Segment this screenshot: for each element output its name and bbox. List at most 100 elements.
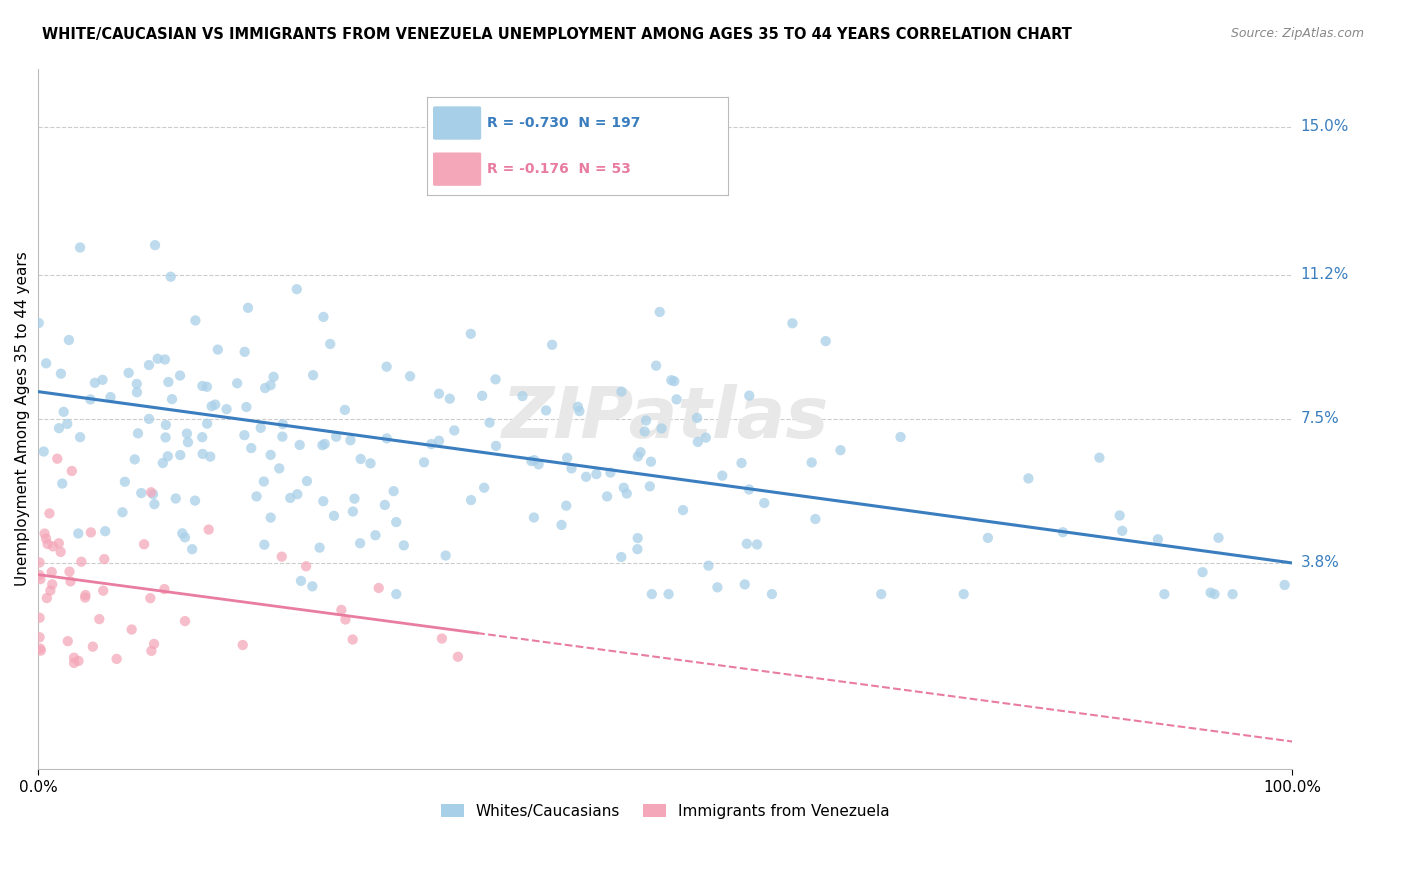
Point	[35, 591, 58, 605]
Point	[478, 416, 501, 430]
Point	[634, 413, 657, 427]
Point	[349, 536, 371, 550]
Point	[302, 368, 325, 383]
Point	[312, 310, 335, 324]
Point	[153, 352, 176, 367]
Point	[28, 556, 51, 570]
Point	[191, 379, 214, 393]
Point	[35, 356, 58, 370]
Point	[630, 445, 652, 459]
Point	[254, 381, 277, 395]
Point	[165, 491, 187, 506]
Point	[32, 444, 55, 458]
Point	[28, 611, 51, 625]
Point	[301, 579, 323, 593]
Point	[132, 537, 155, 551]
Y-axis label: Unemployment Among Ages 35 to 44 years: Unemployment Among Ages 35 to 44 years	[15, 252, 30, 586]
Point	[567, 400, 589, 414]
Point	[160, 392, 183, 406]
Point	[697, 558, 720, 573]
Point	[323, 508, 346, 523]
Point	[541, 338, 564, 352]
Point	[139, 591, 162, 606]
Point	[249, 421, 271, 435]
Text: 11.2%: 11.2%	[1301, 268, 1348, 283]
Point	[30, 643, 52, 657]
Point	[399, 369, 422, 384]
Point	[711, 468, 734, 483]
Point	[125, 376, 148, 391]
Point	[30, 641, 52, 656]
Point	[295, 559, 318, 574]
Point	[114, 475, 136, 489]
Point	[152, 456, 174, 470]
Point	[634, 425, 657, 439]
Point	[870, 587, 893, 601]
Point	[626, 542, 648, 557]
Point	[308, 541, 330, 555]
Point	[59, 574, 82, 589]
Point	[664, 374, 686, 388]
Point	[527, 458, 550, 472]
Point	[143, 637, 166, 651]
Point	[233, 344, 256, 359]
Point	[319, 337, 342, 351]
Point	[420, 437, 443, 451]
Point	[46, 451, 69, 466]
Point	[640, 455, 662, 469]
Point	[613, 481, 636, 495]
Point	[138, 412, 160, 426]
Point	[568, 404, 591, 418]
Point	[270, 549, 292, 564]
Point	[330, 603, 353, 617]
Point	[754, 496, 776, 510]
Point	[52, 405, 75, 419]
Point	[191, 430, 214, 444]
Point	[63, 650, 86, 665]
Point	[177, 435, 200, 450]
Point	[94, 524, 117, 539]
Point	[734, 577, 756, 591]
Point	[385, 587, 408, 601]
Point	[82, 640, 104, 654]
Point	[75, 591, 97, 605]
Point	[269, 461, 291, 475]
Point	[977, 531, 1000, 545]
Point	[434, 549, 457, 563]
Point	[1191, 565, 1213, 579]
Point	[63, 656, 86, 670]
Point	[484, 372, 506, 386]
Point	[195, 417, 218, 431]
Point	[155, 430, 177, 444]
Point	[314, 437, 336, 451]
Point	[69, 430, 91, 444]
Point	[534, 403, 557, 417]
Point	[41, 577, 63, 591]
Point	[174, 530, 197, 544]
Point	[58, 565, 80, 579]
Point	[143, 238, 166, 252]
Point	[1052, 525, 1074, 540]
Point	[93, 552, 115, 566]
Point	[42, 540, 65, 554]
Point	[288, 438, 311, 452]
Point	[585, 467, 607, 482]
Point	[374, 498, 396, 512]
Point	[295, 474, 318, 488]
Point	[67, 654, 90, 668]
Point	[70, 555, 93, 569]
Point	[67, 526, 90, 541]
Point	[60, 464, 83, 478]
Point	[271, 417, 294, 432]
Point	[1111, 524, 1133, 538]
Point	[169, 448, 191, 462]
Point	[523, 510, 546, 524]
Point	[638, 479, 661, 493]
Point	[278, 491, 301, 505]
Point	[124, 452, 146, 467]
Point	[100, 390, 122, 404]
Point	[285, 487, 308, 501]
Point	[738, 389, 761, 403]
Point	[627, 450, 650, 464]
Point	[129, 486, 152, 500]
